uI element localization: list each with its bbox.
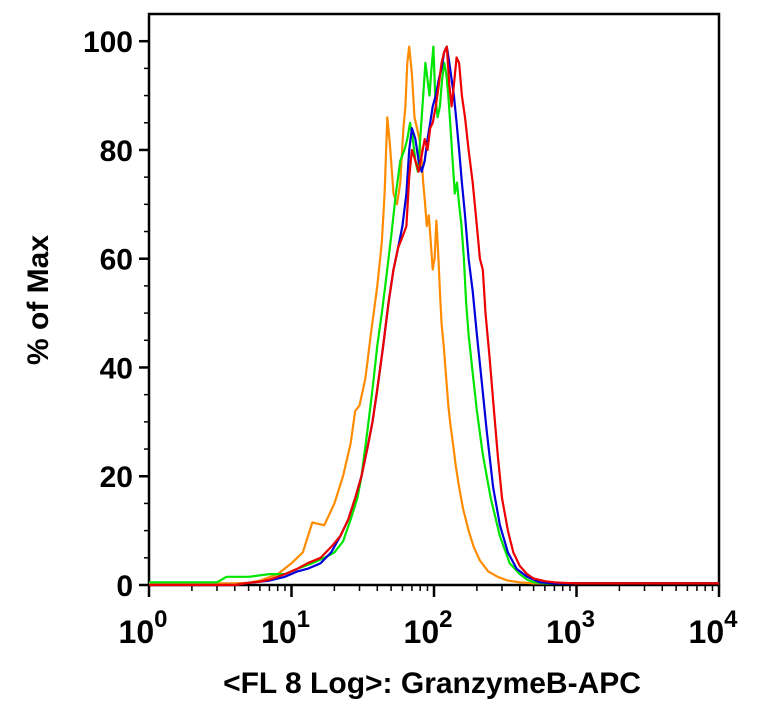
series-layer [149, 45, 719, 587]
y-tick-label: 0 [116, 570, 133, 603]
x-axis-title: <FL 8 Log>: GranzymeB-APC [223, 667, 641, 700]
x-tick-label: 100 [119, 606, 168, 650]
y-axis-title: % of Max [22, 235, 55, 365]
x-tick-label: 104 [689, 606, 739, 650]
x-tick-label: 103 [546, 606, 595, 650]
y-tick-label: 100 [83, 26, 133, 59]
y-axis: 0 20 40 60 80 100 [83, 26, 149, 603]
series-line-2 [149, 45, 719, 585]
y-tick-label: 80 [100, 135, 133, 168]
series-line-3 [149, 45, 719, 587]
y-tick-label: 60 [100, 244, 133, 277]
x-tick-label: 101 [261, 606, 310, 650]
y-tick-label: 20 [100, 461, 133, 494]
series-line-4 [149, 45, 719, 587]
y-tick-label: 40 [100, 352, 133, 385]
x-tick-label: 102 [404, 606, 453, 650]
x-axis: 100 101 102 103 104 [119, 585, 739, 650]
series-line-1 [149, 45, 719, 585]
